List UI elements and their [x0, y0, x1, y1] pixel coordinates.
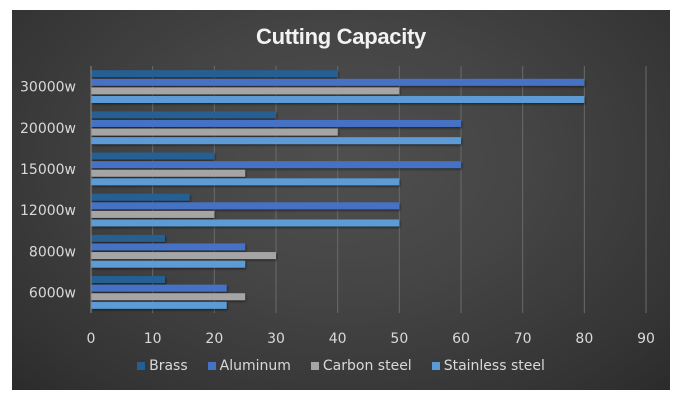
bar-aluminum-12000w	[91, 202, 400, 210]
plot-area: 0 10 20 30 40 50 60 70 80 90 30000w 20000w 15000w 120…	[20, 66, 655, 347]
bar-aluminum-30000w	[91, 78, 585, 86]
bar-aluminum-8000w	[91, 243, 246, 251]
legend-item-brass: Brass	[137, 358, 188, 374]
category-label: 15000w	[20, 162, 76, 178]
legend-item-aluminum: Aluminum	[207, 358, 291, 374]
chart-container: Cutting Capacity 0 10 20 30 40 50 60 70 80 90 3000…	[12, 10, 670, 390]
x-tick-label: 90	[637, 331, 655, 347]
bar-stainless-steel-8000w	[91, 260, 246, 268]
legend-label: Aluminum	[219, 358, 291, 374]
x-tick-label: 40	[329, 331, 347, 347]
bar-stainless-steel-20000w	[91, 137, 461, 145]
bar-carbon-steel-8000w	[91, 252, 276, 260]
x-tick-label: 70	[514, 331, 532, 347]
x-tick-label: 60	[452, 331, 470, 347]
bar-brass-8000w	[91, 234, 165, 242]
chart-title: Cutting Capacity	[256, 24, 426, 49]
x-tick-label: 30	[267, 331, 285, 347]
legend-swatch	[137, 362, 146, 370]
legend: Brass Aluminum Carbon steel Stainless steel	[12, 358, 670, 374]
bar-brass-15000w	[91, 152, 215, 160]
bar-carbon-steel-20000w	[91, 128, 338, 136]
bar-brass-30000w	[91, 70, 338, 78]
category-label: 30000w	[20, 80, 76, 96]
legend-label: Stainless steel	[443, 358, 545, 374]
bar-brass-6000w	[91, 276, 165, 284]
bar-carbon-steel-30000w	[91, 87, 400, 95]
bar-aluminum-20000w	[91, 119, 461, 127]
category-label: 20000w	[20, 121, 76, 137]
legend-item-carbon-steel: Carbon steel	[310, 358, 412, 374]
x-tick-label: 50	[390, 331, 408, 347]
bar-stainless-steel-12000w	[91, 219, 400, 227]
bar-aluminum-6000w	[91, 284, 227, 292]
x-tick-label: 20	[205, 331, 223, 347]
bar-carbon-steel-15000w	[91, 169, 246, 177]
legend-label: Carbon steel	[322, 358, 412, 374]
bar-stainless-steel-6000w	[91, 301, 227, 309]
bar-stainless-steel-15000w	[91, 178, 400, 186]
legend-swatch	[431, 362, 440, 370]
bar-carbon-steel-6000w	[91, 293, 246, 301]
bar-brass-12000w	[91, 193, 190, 201]
legend-swatch	[310, 362, 319, 370]
x-tick-label: 80	[575, 331, 593, 347]
bar-brass-20000w	[91, 111, 276, 119]
category-label: 8000w	[29, 244, 76, 260]
category-label: 6000w	[29, 285, 76, 301]
bar-carbon-steel-12000w	[91, 210, 215, 218]
bar-stainless-steel-30000w	[91, 95, 585, 103]
legend-label: Brass	[149, 358, 188, 374]
bar-aluminum-15000w	[91, 161, 461, 169]
x-tick-label: 0	[87, 331, 96, 347]
legend-item-stainless-steel: Stainless steel	[431, 358, 545, 374]
x-tick-label: 10	[144, 331, 162, 347]
category-label: 12000w	[20, 203, 76, 219]
legend-swatch	[207, 362, 216, 370]
